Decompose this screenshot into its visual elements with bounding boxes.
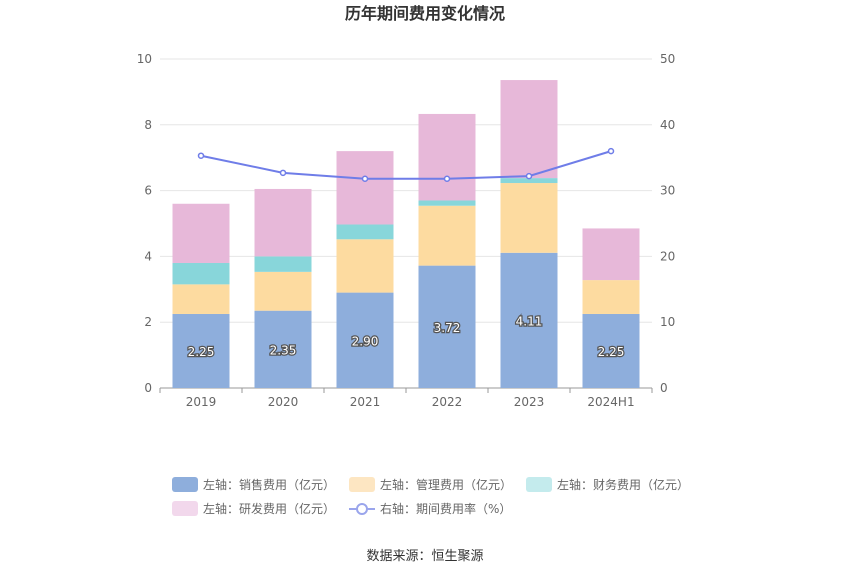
bar-segment [336,292,394,388]
legend: 左轴：销售费用（亿元） 左轴：管理费用（亿元） 左轴：财务费用（亿元） 左轴：研… [172,472,692,520]
rate-line [200,150,612,180]
legend-item-admin[interactable]: 左轴：管理费用（亿元） [349,476,512,493]
left-tick-label: 8 [144,118,152,132]
bar-segment [336,239,394,293]
bar-segment [418,265,476,388]
x-tick-label: 2022 [432,395,463,409]
x-tick-label: 2019 [186,395,217,409]
data-label: 2.25 [598,345,625,359]
data-label: 2.90 [352,334,379,348]
legend-label-finance: 左轴：财务费用（亿元） [557,477,690,492]
source-note: 数据来源：恒生聚源 [366,549,484,564]
rate-point [607,147,615,155]
legend-label-rate: 右轴：期间费用率（%） [380,501,512,516]
line-series [197,147,615,183]
legend-swatch-rd [172,500,198,516]
bar-segment [254,188,312,257]
bar-segment [254,256,312,272]
legend-item-sales[interactable]: 左轴：销售费用（亿元） [172,476,335,493]
bar-segment [582,228,640,281]
x-tick-label: 2024H1 [587,395,634,409]
x-tick-label: 2021 [350,395,381,409]
right-tick-label: 30 [660,184,675,198]
legend-label-admin: 左轴：管理费用（亿元） [380,477,513,492]
bar-segment [500,178,558,184]
legend-swatch-admin [349,476,376,492]
bar-segment [418,200,476,206]
x-axis: 2019 2020 2021 2022 2023 2024H1 [159,388,653,409]
right-tick-label: 0 [660,381,668,395]
bar-segment [418,113,476,201]
data-label: 2.35 [270,343,297,357]
left-tick-label: 0 [144,381,152,395]
rate-point [443,175,451,183]
rate-point [525,172,533,180]
grid-lines [160,58,652,389]
data-label: 4.11 [516,314,543,328]
data-labels: 2.25 2.35 2.90 3.72 4.11 2.25 [186,313,625,360]
bar-segment [254,271,312,311]
legend-label-sales: 左轴：销售费用（亿元） [203,477,336,492]
bar-segment [336,224,394,240]
rate-point [197,152,205,159]
legend-swatch-sales [172,476,198,492]
right-tick-label: 50 [660,52,675,66]
bar-series [172,80,640,388]
bar-segment [582,313,640,388]
legend-label-rd: 左轴：研发费用（亿元） [203,501,336,516]
bar-segment [500,80,558,179]
data-label: 3.72 [434,321,461,335]
bar-segment [500,183,558,253]
left-tick-label: 2 [144,315,152,329]
x-tick-label: 2023 [514,395,545,409]
left-axis: 0 2 4 6 8 10 [137,52,152,395]
legend-item-finance[interactable]: 左轴：财务费用（亿元） [526,476,689,493]
data-label: 2.25 [188,345,215,359]
left-tick-label: 6 [144,184,152,198]
bar-segment [172,262,230,285]
bar-segment [418,205,476,266]
legend-swatch-finance [526,476,553,492]
right-tick-label: 40 [660,118,675,132]
legend-item-rate[interactable]: 右轴：期间费用率（%） [349,500,511,517]
bar-segment [582,280,640,314]
legend-item-rd[interactable]: 左轴：研发费用（亿元） [172,500,335,517]
right-tick-label: 10 [660,315,675,329]
chart-title: 历年期间费用变化情况 [345,4,505,23]
bar-segment [254,310,312,388]
left-tick-label: 10 [137,52,152,66]
bar-segment [500,252,558,388]
left-tick-label: 4 [144,249,152,263]
legend-swatch-rate [349,501,376,516]
bar-segment [172,203,230,263]
right-tick-label: 20 [660,249,675,263]
rate-point [279,169,287,177]
bar-segment [172,284,230,314]
rate-point [361,175,369,183]
bar-segment [336,151,394,225]
bar-segment [172,313,230,388]
x-tick-label: 2020 [268,395,299,409]
right-axis: 0 10 20 30 40 50 [660,52,675,395]
